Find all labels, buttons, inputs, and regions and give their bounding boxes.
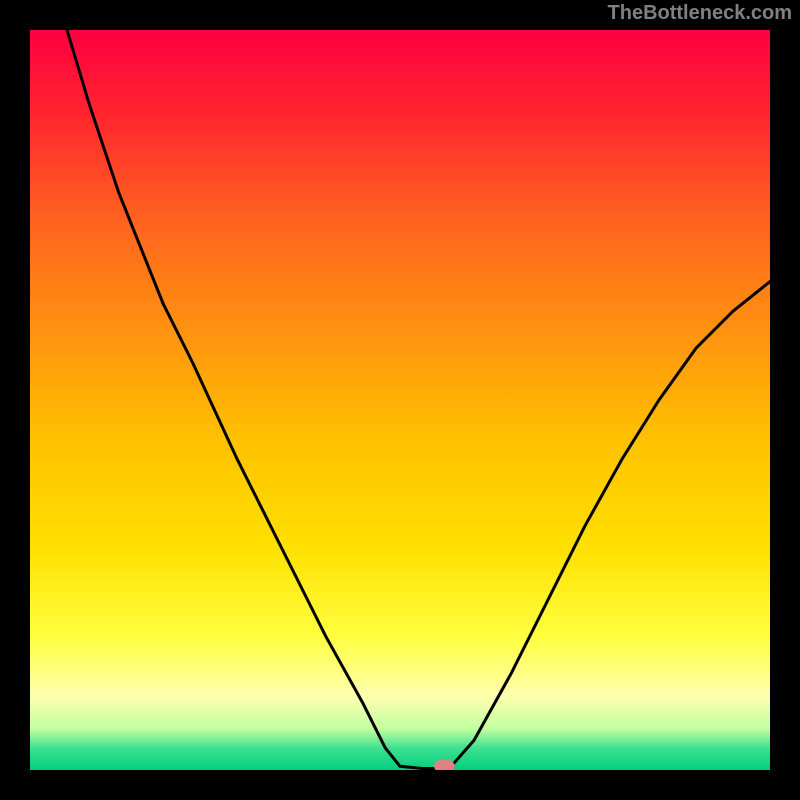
chart-container: TheBottleneck.com [0,0,800,800]
bottleneck-curve-chart [30,30,770,770]
watermark-text: TheBottleneck.com [608,2,792,25]
plot-area [30,30,770,770]
optimal-point-marker [434,760,455,770]
